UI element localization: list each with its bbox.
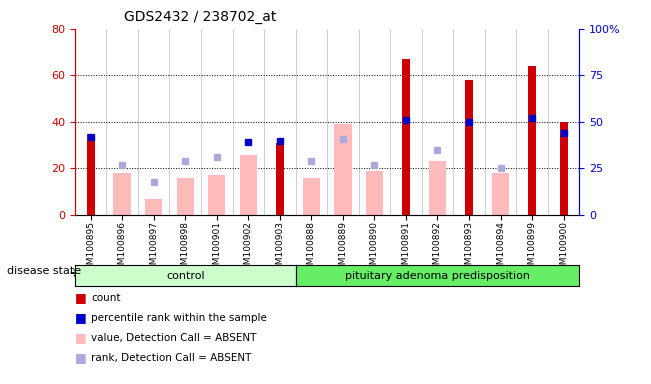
Text: count: count (91, 293, 120, 303)
Text: value, Detection Call = ABSENT: value, Detection Call = ABSENT (91, 333, 256, 343)
Bar (492, 173, 509, 215)
Bar (429, 162, 446, 215)
Bar (303, 178, 320, 215)
Text: ■: ■ (75, 351, 87, 364)
Text: percentile rank within the sample: percentile rank within the sample (91, 313, 267, 323)
Text: pituitary adenoma predisposition: pituitary adenoma predisposition (345, 270, 530, 281)
Bar (113, 173, 131, 215)
Text: control: control (166, 270, 204, 281)
Bar (176, 178, 194, 215)
Bar (366, 171, 383, 215)
Bar (402, 59, 410, 215)
Bar (240, 154, 257, 215)
Bar (276, 143, 284, 215)
Text: ■: ■ (75, 291, 87, 304)
Bar (208, 175, 225, 215)
Bar (334, 124, 352, 215)
Bar (560, 122, 568, 215)
Bar (465, 80, 473, 215)
Text: ■: ■ (75, 331, 87, 344)
Bar (87, 134, 94, 215)
Text: disease state: disease state (7, 266, 81, 276)
Text: GDS2432 / 238702_at: GDS2432 / 238702_at (124, 10, 276, 23)
Text: rank, Detection Call = ABSENT: rank, Detection Call = ABSENT (91, 353, 251, 362)
Text: ■: ■ (75, 311, 87, 324)
Bar (145, 199, 162, 215)
Bar (528, 66, 536, 215)
